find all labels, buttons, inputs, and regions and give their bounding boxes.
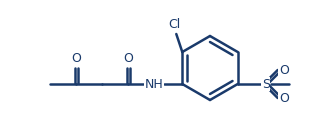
Text: O: O bbox=[279, 64, 289, 77]
Text: O: O bbox=[123, 53, 133, 66]
Text: O: O bbox=[71, 53, 81, 66]
Text: S: S bbox=[262, 78, 270, 91]
Text: O: O bbox=[279, 91, 289, 105]
Text: Cl: Cl bbox=[168, 18, 180, 31]
Text: NH: NH bbox=[145, 78, 164, 91]
